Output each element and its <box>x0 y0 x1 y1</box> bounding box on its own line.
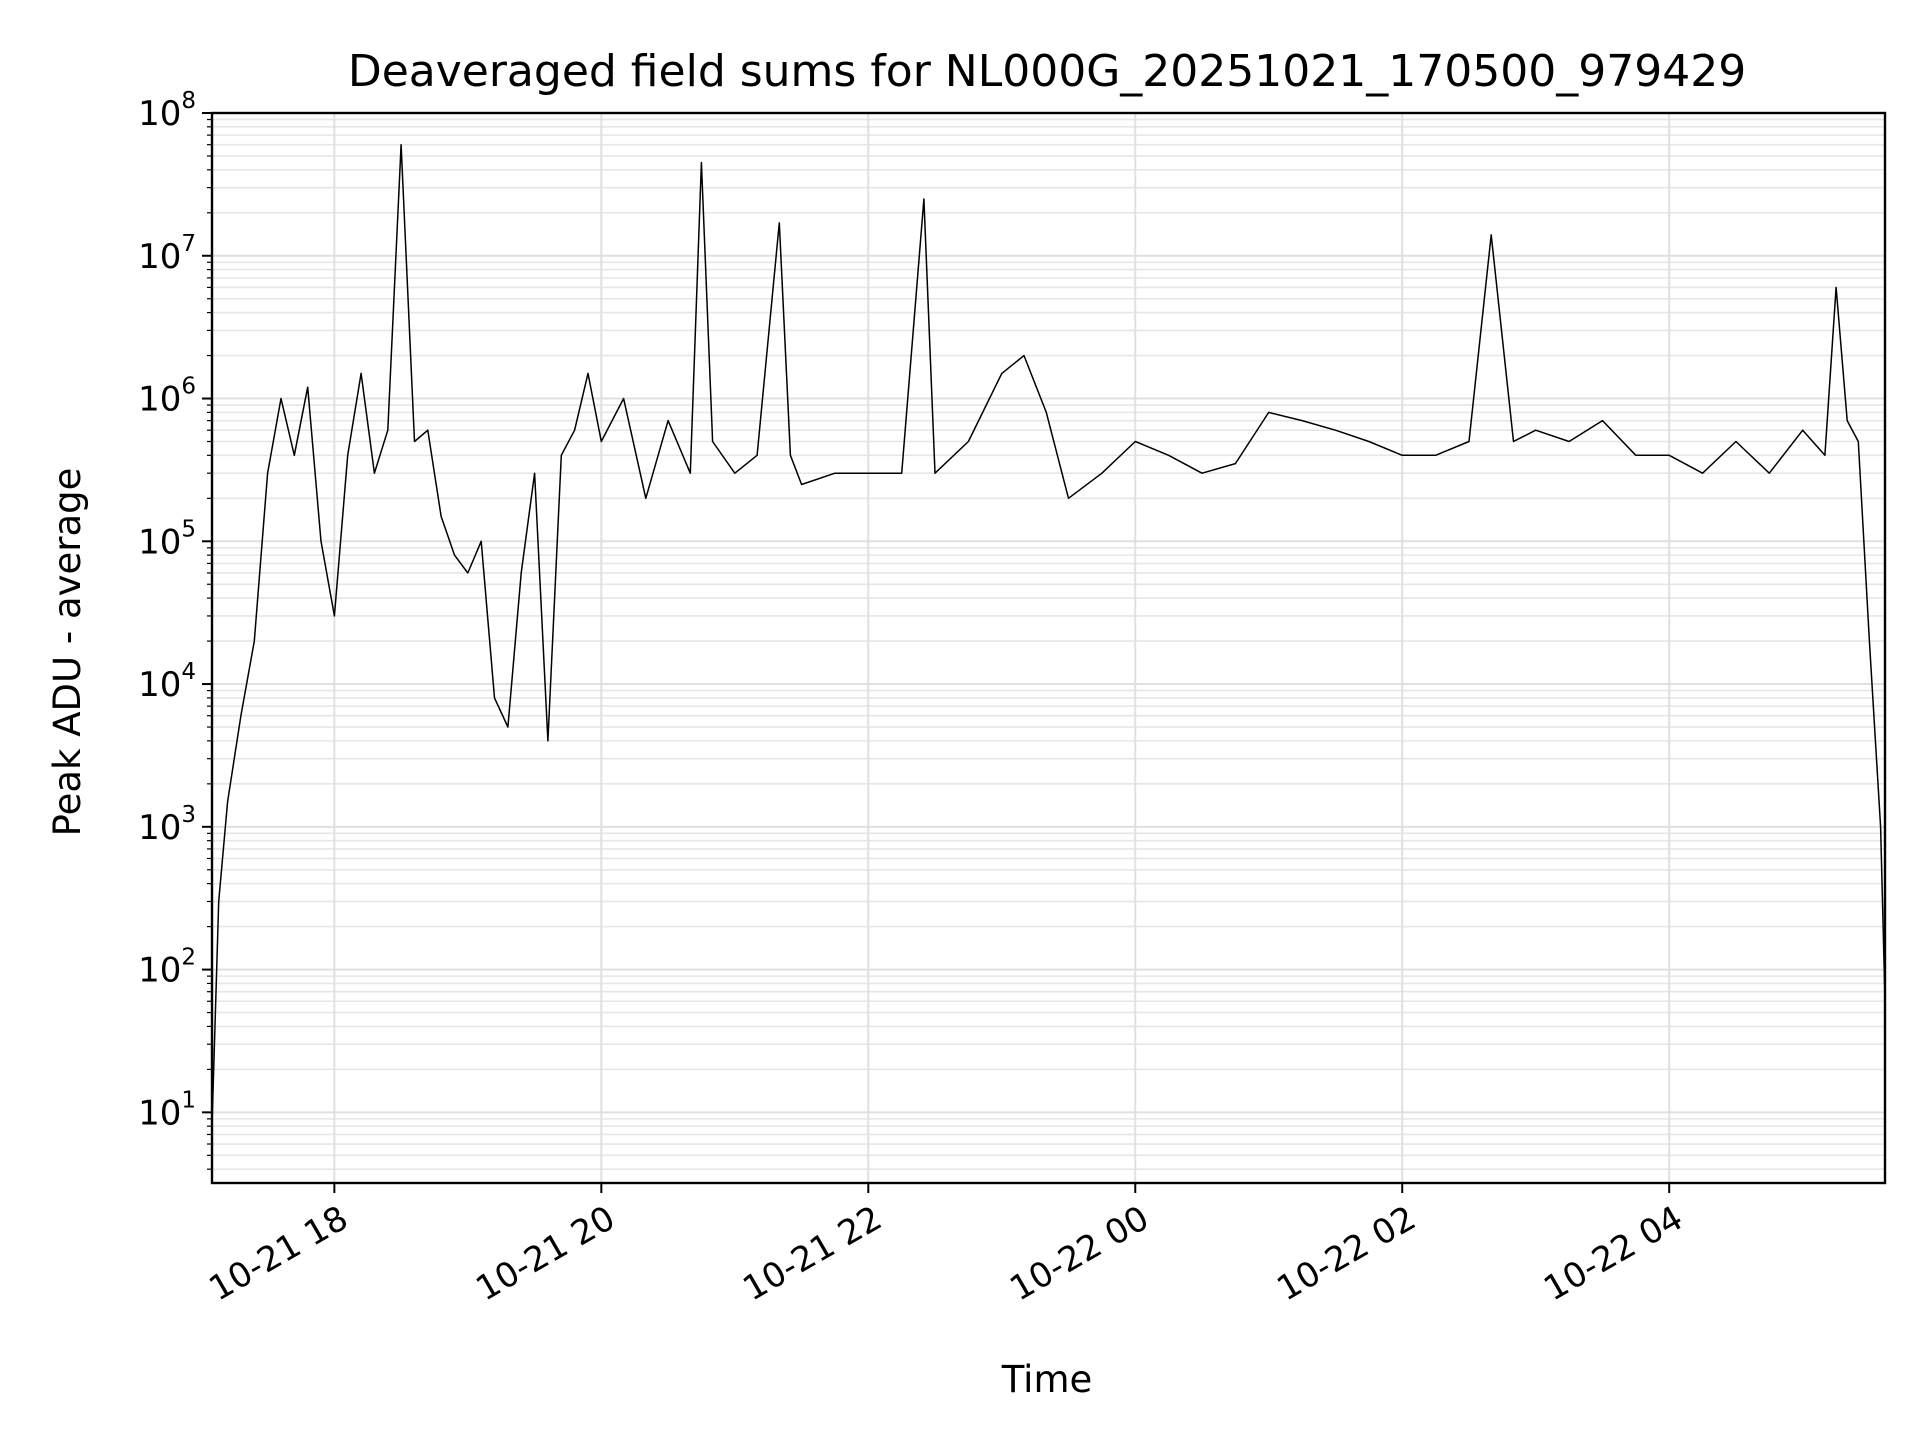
y-tick-base: 10 <box>138 380 181 420</box>
y-tick-exponent: 3 <box>181 802 196 828</box>
y-tick-exponent: 1 <box>181 1087 196 1113</box>
y-tick-exponent: 8 <box>181 88 196 114</box>
y-tick-label: 108 <box>138 88 196 134</box>
plot-frame <box>210 111 1887 1185</box>
y-tick-base: 10 <box>138 951 181 991</box>
y-tick-exponent: 5 <box>181 516 196 542</box>
y-tick-base: 10 <box>138 94 181 134</box>
series-layer <box>211 143 1886 1127</box>
y-tick-label: 102 <box>138 945 196 991</box>
y-tick-base: 10 <box>138 237 181 277</box>
y-tick-base: 10 <box>138 808 181 848</box>
y-tick-exponent: 2 <box>181 945 196 971</box>
y-tick-label: 104 <box>138 659 196 705</box>
series-line <box>211 143 1886 1127</box>
y-tick-exponent: 4 <box>181 659 196 685</box>
y-axis-title: Peak ADU - average <box>46 468 89 837</box>
grid-minor <box>212 118 1885 1170</box>
chart-title: Deaveraged field sums for NL000G_2025102… <box>348 46 1746 97</box>
y-tick-base: 10 <box>138 1093 181 1133</box>
x-axis-title: Time <box>1001 1358 1093 1401</box>
y-tick-exponent: 6 <box>181 374 196 400</box>
y-tick-base: 10 <box>138 665 181 705</box>
y-tick-base: 10 <box>138 522 181 562</box>
y-tick-label: 103 <box>138 802 196 848</box>
y-tick-label: 107 <box>138 231 196 277</box>
y-tick-label: 106 <box>138 374 196 420</box>
y-tick-label: 101 <box>138 1087 196 1133</box>
y-tick-exponent: 7 <box>181 231 196 257</box>
y-tick-label: 105 <box>138 516 196 562</box>
